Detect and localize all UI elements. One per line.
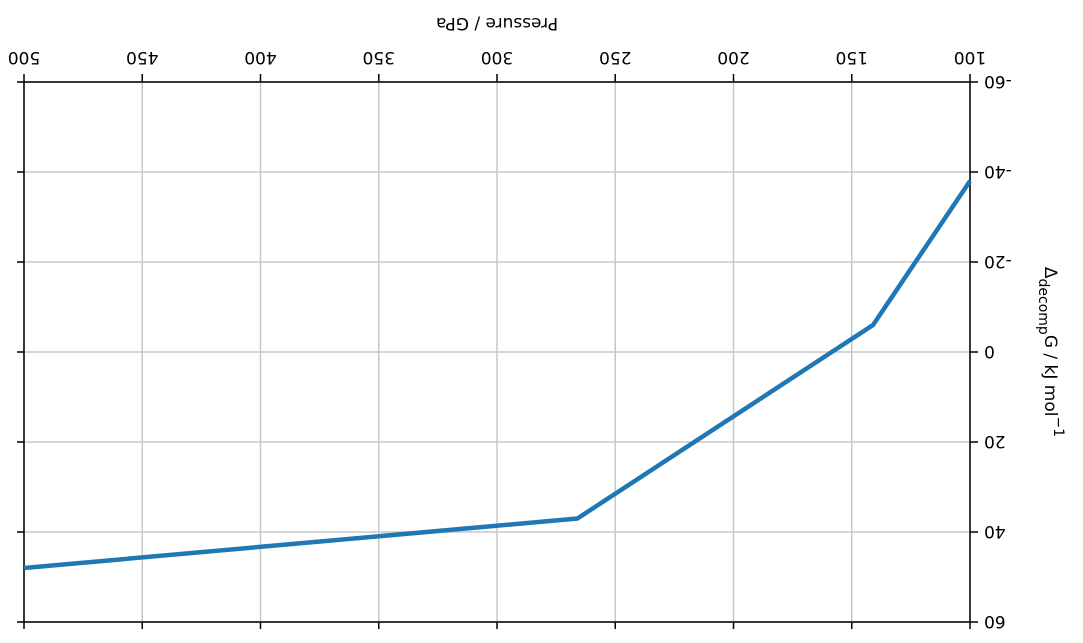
y-axis-title: ΔdecompG / kJ mol−1	[1035, 267, 1066, 437]
y-label-sup: −1	[1050, 416, 1066, 437]
x-tick-label: 350	[363, 47, 395, 67]
plot-frame	[23, 81, 971, 623]
x-tick-label: 100	[954, 47, 986, 67]
x-tick-label: 250	[599, 47, 631, 67]
x-tick-label: 450	[126, 47, 158, 67]
y-tick-label: 60	[984, 611, 1006, 631]
y-label-part: Δ	[1040, 267, 1060, 279]
y-tick-label: -20	[984, 251, 1012, 271]
y-tick-label: -60	[984, 71, 1012, 91]
y-tick-label: 20	[984, 431, 1006, 451]
chart-body: Pressure / GPa ΔdecompG / kJ mol−1 100 15…	[8, 13, 1066, 631]
y-label-part: G / kJ mol	[1040, 335, 1060, 417]
y-tick-label: 40	[984, 521, 1006, 541]
x-axis-title: Pressure / GPa	[436, 13, 558, 33]
y-label-sub: decomp	[1035, 279, 1051, 335]
x-tick-label: 200	[717, 47, 749, 67]
x-tick-label: 300	[481, 47, 513, 67]
x-tick-label: 500	[8, 47, 40, 67]
x-tick-label: 150	[836, 47, 868, 67]
y-tick-label: 0	[984, 341, 995, 361]
data-line	[23, 179, 972, 571]
x-tick-label: 400	[244, 47, 276, 67]
y-tick-label: -40	[984, 161, 1012, 181]
